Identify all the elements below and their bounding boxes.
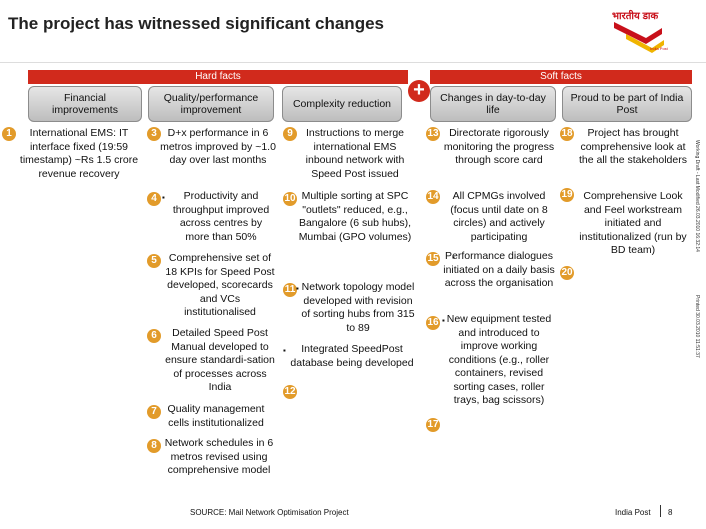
side-draft-note: Working Draft - Last Modified 26.03.2010…: [694, 140, 700, 252]
footer-brand: India Post: [615, 508, 651, 517]
list-item: Performance dialogues initiated on a dai…: [443, 250, 555, 289]
soft-facts-bar: Soft facts: [430, 70, 692, 84]
item-number: 8: [147, 439, 161, 453]
item-number: 11: [283, 283, 297, 297]
item-number: 7: [147, 405, 161, 419]
plus-icon: +: [408, 80, 430, 102]
item-number: 17: [426, 418, 440, 432]
header-quality: Quality/performance improvement: [148, 86, 274, 122]
bullet: ▪: [442, 316, 445, 325]
item-number: 12: [283, 385, 297, 399]
logo-subtext: India Post: [650, 46, 668, 51]
item-number: 15: [426, 252, 440, 266]
item-number: 20: [560, 266, 574, 280]
list-item: Productivity and throughput improved acr…: [172, 190, 270, 243]
item-number: 19: [560, 188, 574, 202]
header-day-to-day: Changes in day-to-day life: [430, 86, 556, 122]
item-number: 5: [147, 254, 161, 268]
header-complexity: Complexity reduction: [282, 86, 402, 122]
list-item: All CPMGs involved (focus until date on …: [450, 190, 548, 243]
bullet: ▪: [296, 284, 299, 293]
list-item: Instructions to merge international EMS …: [305, 127, 405, 180]
item-number: 3: [147, 127, 161, 141]
list-item: Project has brought comprehensive look a…: [579, 127, 687, 166]
item-number: 6: [147, 329, 161, 343]
page-number: 8: [668, 508, 673, 517]
bullet: ▪: [162, 193, 165, 202]
list-item: Comprehensive set of 18 KPIs for Speed P…: [165, 252, 275, 318]
list-item: Detailed Speed Post Manual developed to …: [165, 327, 275, 393]
side-printed-note: Printed 30.03.2010 11:51:37: [694, 295, 700, 358]
list-item: Network schedules in 6 metros revised us…: [164, 437, 274, 476]
divider: [0, 62, 706, 63]
header-financial: Financial improvements: [28, 86, 142, 122]
header-proud: Proud to be part of India Post: [562, 86, 692, 122]
page-title: The project has witnessed significant ch…: [8, 14, 384, 33]
hard-facts-bar: Hard facts: [28, 70, 408, 84]
item-number: 1: [2, 127, 16, 141]
list-item: International EMS: IT interface fixed (1…: [19, 127, 139, 180]
list-item: D+x performance in 6 metros improved by …: [160, 127, 276, 166]
divider: [660, 505, 661, 517]
item-number: 4: [147, 192, 161, 206]
item-number: 16: [426, 316, 440, 330]
item-number: 9: [283, 127, 297, 141]
bullet: ▪: [452, 253, 455, 262]
bullet: ▪: [283, 346, 286, 355]
logo-text: भारतीय डाक: [612, 11, 659, 22]
list-item: Comprehensive Look and Feel workstream i…: [579, 190, 687, 256]
list-item: Multiple sorting at SPC "outlets" reduce…: [298, 190, 412, 243]
item-number: 14: [426, 190, 440, 204]
list-item: New equipment tested and introduced to i…: [446, 313, 552, 406]
item-number: 13: [426, 127, 440, 141]
item-number: 18: [560, 127, 574, 141]
source-note: SOURCE: Mail Network Optimisation Projec…: [190, 508, 349, 517]
list-item: Directorate rigorously monitoring the pr…: [443, 127, 555, 166]
list-item: Integrated SpeedPost database being deve…: [290, 343, 414, 369]
india-post-logo-icon: [614, 22, 664, 53]
list-item: Network topology model developed with re…: [301, 281, 415, 334]
item-number: 10: [283, 192, 297, 206]
list-item: Quality management cells institutionaliz…: [167, 403, 265, 429]
